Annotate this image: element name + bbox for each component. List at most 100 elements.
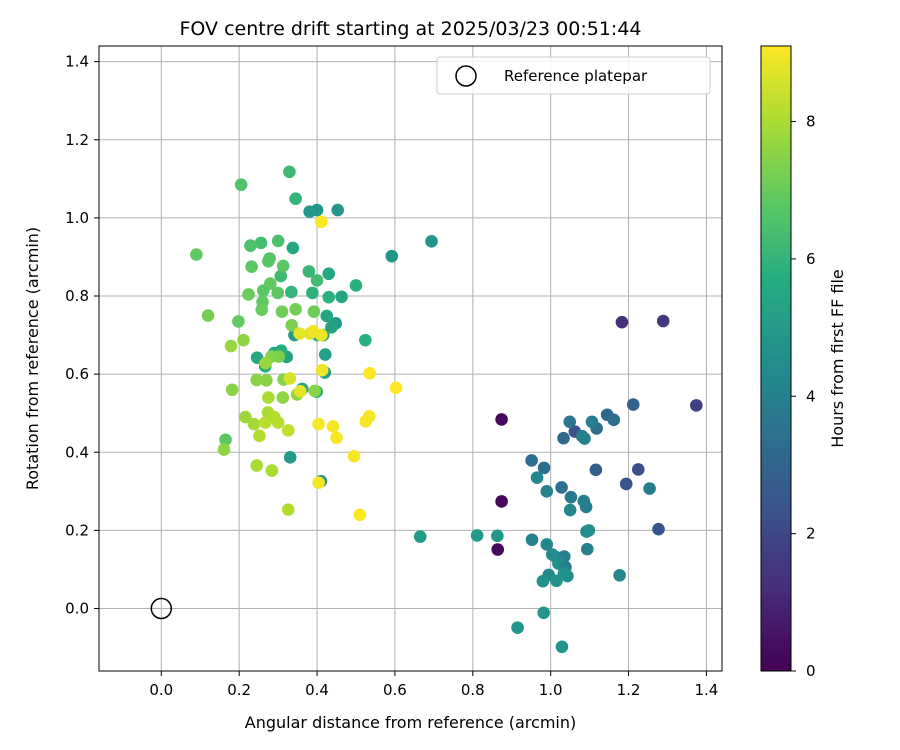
data-point: [310, 274, 324, 287]
data-point: [470, 529, 484, 542]
data-point: [325, 320, 338, 334]
data-point: [190, 248, 203, 261]
colorbar-ticks: 0 2 4 6 8: [791, 113, 816, 680]
y-tick-label: 1.2: [65, 131, 89, 149]
data-point: [385, 249, 399, 263]
y-tick-label: 0.0: [65, 600, 89, 618]
data-point: [613, 568, 626, 582]
data-point: [225, 383, 239, 397]
data-point: [285, 285, 298, 299]
data-point: [607, 413, 621, 427]
data-point: [294, 385, 307, 398]
data-point: [276, 391, 290, 404]
data-point: [495, 495, 508, 508]
colorbar-tick-label: 4: [806, 387, 816, 405]
data-point: [652, 522, 665, 536]
x-tick-label: 0.0: [149, 681, 173, 699]
data-point: [495, 413, 508, 426]
data-point: [232, 315, 245, 328]
data-point: [271, 234, 285, 248]
data-point: [589, 463, 603, 477]
data-point: [250, 373, 263, 387]
data-point: [540, 485, 554, 498]
x-axis-label: Angular distance from reference (arcmin): [245, 713, 576, 732]
data-point: [293, 327, 306, 340]
chart-title: FOV centre drift starting at 2025/03/23 …: [179, 18, 641, 40]
data-point: [322, 290, 336, 304]
data-point: [285, 318, 299, 332]
data-point: [537, 461, 551, 475]
data-point: [237, 333, 250, 347]
data-point: [536, 574, 550, 588]
data-point: [564, 490, 578, 504]
x-tick-label: 1.2: [617, 681, 641, 699]
data-point: [643, 482, 656, 495]
data-point: [318, 348, 332, 361]
data-point: [579, 500, 593, 514]
data-point: [363, 367, 376, 380]
data-point: [247, 417, 261, 431]
data-point: [540, 538, 554, 551]
data-point: [413, 530, 427, 543]
data-point: [362, 410, 376, 423]
data-point: [326, 420, 340, 433]
data-point: [322, 267, 336, 281]
data-point: [619, 477, 633, 491]
data-point: [289, 192, 302, 206]
data-point: [580, 542, 594, 556]
colorbar-tick-label: 2: [806, 525, 816, 543]
data-point: [234, 178, 248, 191]
grid: [99, 46, 722, 671]
data-point: [239, 410, 252, 424]
data-point: [563, 415, 577, 429]
data-point: [219, 433, 232, 447]
data-point: [224, 339, 238, 353]
data-point: [254, 236, 268, 250]
data-point: [550, 574, 563, 588]
data-point: [242, 288, 255, 301]
y-tick-label: 1.4: [65, 53, 89, 71]
data-point: [491, 529, 504, 543]
data-point: [626, 398, 640, 411]
legend: Reference platepar: [436, 56, 711, 95]
data-point: [271, 286, 285, 300]
data-point: [359, 333, 372, 347]
y-tick-label: 0.2: [65, 521, 89, 539]
colorbar-gradient: [760, 45, 792, 672]
x-tick-label: 1.4: [694, 681, 718, 699]
legend-marker-reference: [455, 65, 477, 87]
axis-ticks: 0.0 0.2 0.4 0.6 0.8 1.0 1.2 1.4 0.0 0.2 0.4 0.6 0.8 1…: [65, 53, 718, 699]
data-point: [250, 459, 263, 472]
colorbar-tick-label: 8: [806, 113, 816, 131]
data-point: [262, 254, 275, 268]
scatter-points: [190, 165, 703, 654]
data-point: [563, 503, 577, 517]
data-point: [349, 279, 363, 292]
data-point: [286, 241, 300, 255]
data-point: [259, 356, 272, 370]
data-point: [201, 309, 215, 322]
x-tick-label: 0.4: [305, 681, 329, 699]
data-point: [615, 315, 629, 329]
data-point: [271, 416, 285, 429]
data-point: [585, 415, 599, 429]
data-point: [283, 165, 296, 179]
data-point: [244, 239, 257, 252]
data-point: [537, 606, 550, 620]
data-point: [260, 374, 273, 387]
colorbar-label: Hours from first FF file: [828, 269, 847, 448]
x-tick-label: 1.0: [539, 681, 563, 699]
data-point: [525, 454, 538, 467]
colorbar: 0 2 4 6 8 Hours from first FF file: [760, 45, 847, 680]
data-point: [281, 424, 295, 437]
y-tick-label: 0.6: [65, 365, 89, 383]
data-point: [312, 476, 325, 490]
data-point: [253, 429, 266, 443]
y-axis-label: Rotation from reference (arcmin): [23, 227, 42, 490]
data-point: [315, 215, 328, 229]
data-point: [511, 621, 524, 634]
data-point: [555, 481, 568, 494]
colorbar-tick-label: 6: [806, 250, 816, 268]
data-point: [245, 260, 258, 274]
